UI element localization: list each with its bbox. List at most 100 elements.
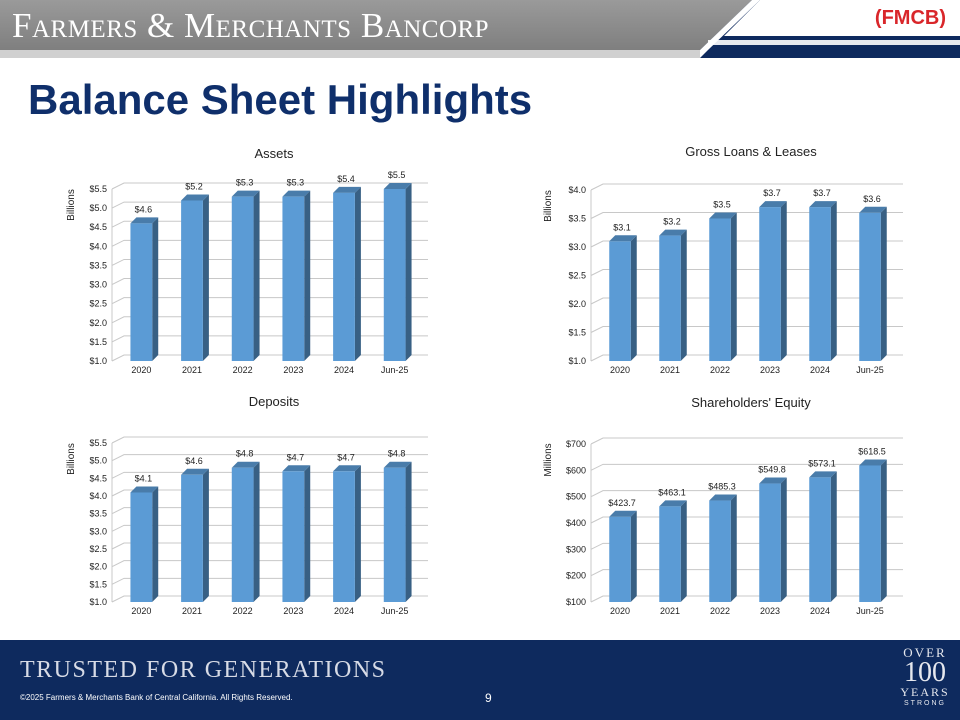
x-tick-label: 2024 xyxy=(334,606,354,616)
data-label: $463.1 xyxy=(658,487,686,497)
gridline xyxy=(590,269,903,276)
gridline xyxy=(111,524,428,532)
y-tick-label: $4.5 xyxy=(89,473,107,483)
logo-over-text: OVER xyxy=(903,645,947,660)
assets-chart-svg: Assets Billions $1.0 $1.5 $2.0 $2.5 $3.0 $3.5 $4… xyxy=(66,146,428,375)
bar xyxy=(282,465,311,602)
gridline xyxy=(590,212,903,219)
bar xyxy=(809,471,837,602)
data-label: $5.4 xyxy=(337,174,355,184)
bar xyxy=(609,235,637,361)
gridline xyxy=(111,182,428,190)
gridline xyxy=(590,437,903,445)
bar xyxy=(130,217,159,361)
bar xyxy=(759,201,787,361)
gridline xyxy=(111,297,428,305)
data-label: $3.7 xyxy=(813,188,831,198)
footer-tagline: TRUSTED FOR GENERATIONS xyxy=(20,657,387,683)
gridline xyxy=(590,542,903,550)
header-background xyxy=(0,0,960,58)
bar xyxy=(282,190,311,361)
bar xyxy=(809,201,837,361)
data-label: $3.2 xyxy=(663,217,681,227)
x-tick-label: 2021 xyxy=(182,606,202,616)
x-tick-label: 2023 xyxy=(283,606,303,616)
bar xyxy=(333,465,361,602)
y-axis-label: Millions xyxy=(543,443,554,476)
y-tick-label: $600 xyxy=(566,465,586,475)
data-label: $4.1 xyxy=(135,473,153,483)
x-tick-label: 2023 xyxy=(760,606,780,616)
y-axis-label: Billions xyxy=(66,189,77,221)
y-tick-label: $700 xyxy=(566,439,586,449)
x-tick-label: 2020 xyxy=(131,606,151,616)
data-label: $618.5 xyxy=(858,446,886,456)
y-tick-label: $3.5 xyxy=(568,214,586,224)
gridline xyxy=(590,595,903,603)
y-tick-label: $1.5 xyxy=(89,337,107,347)
gridline xyxy=(590,490,903,498)
bar xyxy=(759,477,787,602)
y-tick-label: $2.0 xyxy=(568,299,586,309)
y-tick-label: $4.0 xyxy=(568,185,586,195)
bar xyxy=(609,510,637,602)
gridline xyxy=(111,542,428,550)
x-tick-label: 2024 xyxy=(810,606,830,616)
gross-loans-leases-chart: Gross Loans & Leases Billions $1.0 $1.5 $2.0… xyxy=(535,138,915,383)
y-tick-label: $2.5 xyxy=(568,271,586,281)
data-label: $573.1 xyxy=(808,458,836,468)
y-tick-label: $1.0 xyxy=(89,356,107,366)
bar xyxy=(709,494,737,602)
y-tick-label: $300 xyxy=(566,544,586,554)
data-label: $5.2 xyxy=(185,181,203,191)
logo-strong-text: STRONG xyxy=(904,700,946,707)
over-100-years-logo: OVER 100 YEARS STRONG xyxy=(896,646,954,716)
gridline xyxy=(111,201,428,209)
bar xyxy=(659,500,687,602)
bar xyxy=(181,468,209,602)
gridline xyxy=(590,569,903,577)
gridline xyxy=(590,326,903,333)
y-tick-label: $3.5 xyxy=(89,509,107,519)
bar xyxy=(859,206,887,361)
gridline xyxy=(111,507,428,515)
gridline xyxy=(111,220,428,228)
gridline xyxy=(111,239,428,247)
gridline xyxy=(590,354,903,362)
y-tick-label: $200 xyxy=(566,571,586,581)
y-tick-label: $3.0 xyxy=(89,280,107,290)
data-label: $3.5 xyxy=(713,200,731,210)
data-label: $4.7 xyxy=(337,452,355,462)
x-tick-label: 2023 xyxy=(283,365,303,375)
gridline xyxy=(590,463,903,471)
gridline xyxy=(111,436,428,444)
shareholders-equity-chart: Shareholders' Equity Millions $100 $200 $300… xyxy=(535,390,915,625)
y-tick-label: $400 xyxy=(566,518,586,528)
x-tick-label: 2020 xyxy=(610,606,630,616)
bar xyxy=(231,461,260,602)
y-tick-label: $5.0 xyxy=(89,456,107,466)
data-label: $5.5 xyxy=(388,170,406,180)
data-label: $485.3 xyxy=(708,482,736,492)
gridline xyxy=(111,560,428,568)
bar xyxy=(383,183,412,361)
data-label: $3.6 xyxy=(863,194,881,204)
bar xyxy=(859,459,887,602)
data-label: $4.8 xyxy=(388,449,406,459)
y-tick-label: $3.5 xyxy=(89,260,107,270)
y-tick-label: $3.0 xyxy=(89,526,107,536)
y-tick-label: $2.0 xyxy=(89,318,107,328)
x-tick-label: Jun-25 xyxy=(856,365,884,375)
gridline xyxy=(111,335,428,343)
data-label: $4.8 xyxy=(236,449,254,459)
logo-number-text: 100 xyxy=(904,657,946,688)
y-tick-label: $2.0 xyxy=(89,562,107,572)
data-label: $4.7 xyxy=(287,452,305,462)
y-axis-label: Billions xyxy=(543,190,554,222)
x-tick-label: 2024 xyxy=(810,365,830,375)
bar xyxy=(659,229,687,361)
page-number: 9 xyxy=(485,691,492,705)
x-tick-label: 2020 xyxy=(610,365,630,375)
x-tick-label: 2021 xyxy=(660,365,680,375)
data-label: $5.3 xyxy=(287,178,305,188)
